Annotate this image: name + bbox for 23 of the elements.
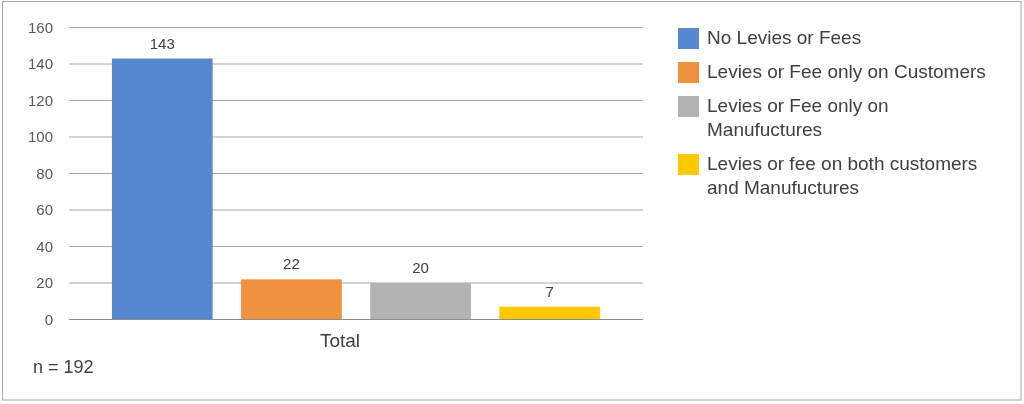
data-label: 143 [149, 34, 175, 52]
legend-label: Levies or fee on both customers and Manufuctures [707, 153, 978, 198]
data-label: 7 [545, 282, 554, 300]
bar [241, 279, 342, 320]
text: n = 192 [33, 357, 94, 377]
bar [370, 283, 471, 320]
legend-label: Levies or Fee only on Manufuctures [707, 95, 889, 140]
data-label: 22 [283, 255, 300, 273]
y-tick-label: 40 [36, 237, 53, 255]
bar [499, 306, 601, 320]
y-tick-label: 60 [36, 201, 53, 219]
y-tick-label: 160 [27, 18, 53, 36]
bar [111, 58, 213, 320]
legend-label: No Levies or Fees [707, 27, 862, 48]
y-tick-label: 20 [36, 274, 53, 292]
y-tick-label: 140 [27, 55, 53, 73]
y-tick-label: 100 [27, 128, 53, 146]
data-label: 20 [412, 259, 429, 276]
y-tick-label: 120 [27, 91, 53, 109]
y-tick-label: 80 [36, 164, 53, 182]
legend-label: Levies or Fee only on Customers [707, 61, 986, 82]
x-tick-label: Total [319, 330, 361, 351]
y-tick-label: 0 [44, 310, 53, 328]
